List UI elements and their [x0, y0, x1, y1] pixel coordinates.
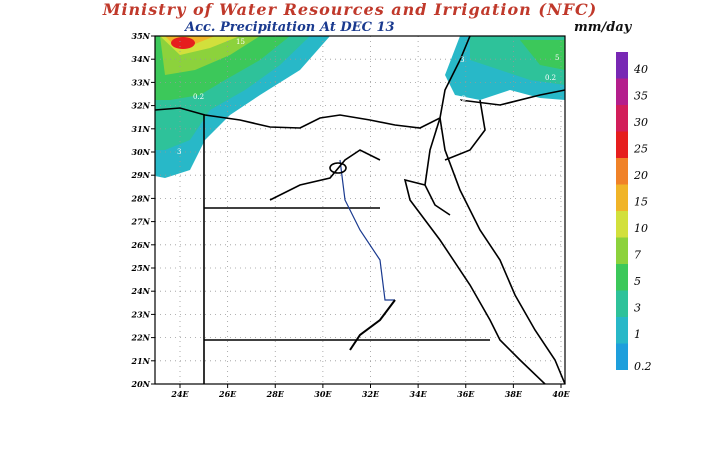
legend-label: 0.2: [634, 360, 652, 373]
contour-label: 0.2: [240, 142, 251, 150]
lat-label: 31N: [132, 124, 151, 134]
legend-swatch: [616, 237, 628, 264]
contour-label: 0.2: [455, 95, 466, 103]
legend-label: 35: [634, 90, 648, 103]
lon-label: 26E: [218, 389, 237, 399]
lon-label: 36E: [457, 389, 475, 399]
legend-label: 20: [633, 169, 648, 182]
lat-label: 24N: [131, 286, 151, 296]
lat-label: 25N: [131, 263, 151, 273]
lon-label: 40E: [552, 389, 570, 399]
contour-label: 3: [460, 56, 464, 64]
legend-label: 25: [633, 143, 648, 156]
date: At DEC 13: [318, 20, 395, 35]
lon-label: 30E: [314, 389, 332, 399]
lon-label: 38E: [505, 389, 523, 399]
legend-label: 40: [633, 63, 648, 76]
lat-label: 21N: [131, 356, 151, 366]
legend-swatch: [616, 264, 628, 291]
legend-label: 30: [634, 116, 648, 129]
lat-label: 30N: [132, 147, 151, 157]
lat-label: 26N: [131, 240, 151, 250]
contour-label: 5: [555, 54, 559, 62]
contour-label: 0.2: [545, 74, 556, 82]
lat-label: 34N: [132, 54, 151, 64]
lat-label: 35N: [132, 31, 151, 41]
map: [151, 35, 566, 388]
lat-label: 28N: [131, 193, 151, 203]
legend-label: 7: [634, 249, 641, 262]
legend-label: 15: [634, 196, 648, 209]
legend-swatch: [616, 290, 628, 317]
legend-swatch: [616, 343, 628, 370]
lat-label: 32N: [132, 101, 151, 111]
legend-swatch: [616, 105, 628, 132]
lat-label: 27N: [131, 217, 151, 227]
lat-label: 23N: [131, 309, 151, 319]
lat-label: 22N: [131, 333, 151, 343]
legend-swatch: [616, 52, 628, 79]
lat-label: 20N: [131, 379, 151, 389]
contour-label: 0.2: [193, 93, 204, 101]
title: Ministry of Water Resources and Irrigati…: [102, 0, 598, 19]
subtitle: Acc. Precipitation: [183, 20, 315, 35]
contour-label: 15: [236, 38, 245, 46]
lat-label: 29N: [131, 170, 151, 180]
legend-label: 5: [634, 275, 641, 288]
precipitation: [155, 36, 565, 178]
legend-label: 1: [634, 328, 641, 341]
legend-swatch: [616, 131, 628, 158]
legend-swatch: [616, 158, 628, 185]
borders: [154, 35, 566, 385]
lat-label: 33N: [132, 77, 151, 87]
legend-label: 10: [634, 222, 648, 235]
legend-label: 3: [634, 302, 641, 315]
contour-label: 3: [177, 148, 181, 156]
lon-label: 28E: [266, 389, 285, 399]
legend-swatch: [616, 317, 628, 344]
lon-label: 24E: [170, 389, 189, 399]
lon-label: 32E: [362, 389, 380, 399]
legend-swatch: [616, 184, 628, 211]
lon-label: 34E: [410, 389, 428, 399]
legend-swatch: [616, 211, 628, 238]
units: mm/day: [574, 20, 633, 35]
legend-swatch: [616, 78, 628, 105]
